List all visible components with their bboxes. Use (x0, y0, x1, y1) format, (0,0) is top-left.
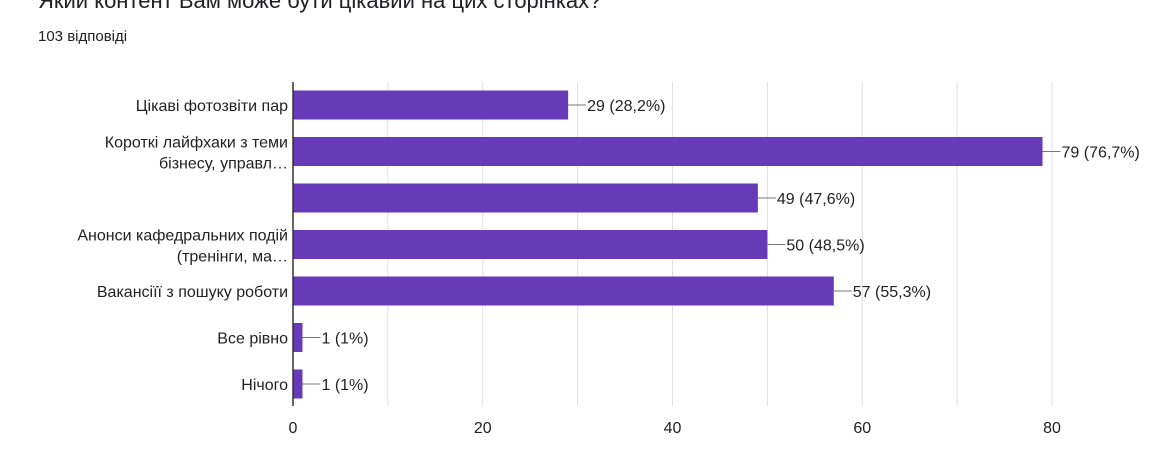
x-tick-label: 60 (853, 420, 871, 437)
bar[interactable] (293, 90, 569, 120)
data-label: 50 (48,5%) (786, 238, 864, 255)
bar[interactable] (293, 276, 834, 306)
data-label: 49 (47,6%) (777, 191, 855, 208)
question-title: Який контент Вам може бути цікавий на ци… (38, 0, 602, 13)
category-label: Цікаві фотозвіти пар (136, 98, 288, 115)
x-tick-label: 0 (289, 420, 298, 437)
data-label: 1 (1%) (321, 331, 368, 348)
x-tick-label: 20 (474, 420, 492, 437)
x-tick-label: 40 (664, 420, 682, 437)
category-label: Все рівно (217, 331, 288, 348)
bar[interactable] (293, 230, 768, 259)
data-label: 57 (55,3%) (853, 284, 931, 301)
category-label: бізнесу, управл… (159, 156, 288, 173)
data-label: 1 (1%) (321, 377, 368, 394)
x-tick-label: 80 (1043, 420, 1061, 437)
bar[interactable] (293, 323, 303, 352)
category-label: (тренінги, ма… (177, 249, 288, 266)
data-label: 79 (76,7%) (1062, 145, 1140, 162)
bar[interactable] (293, 137, 1043, 166)
category-label: Нічого (241, 377, 288, 394)
data-label: 29 (28,2%) (587, 98, 665, 115)
bar[interactable] (293, 183, 758, 213)
category-label: Короткі лайфхаки з теми (105, 135, 288, 152)
category-label: Вакансіїї з пошуку роботи (97, 284, 288, 301)
response-count: 103 відповіді (38, 28, 128, 45)
bar[interactable] (293, 369, 303, 399)
category-label: Анонси кафедральних подій (77, 228, 288, 245)
